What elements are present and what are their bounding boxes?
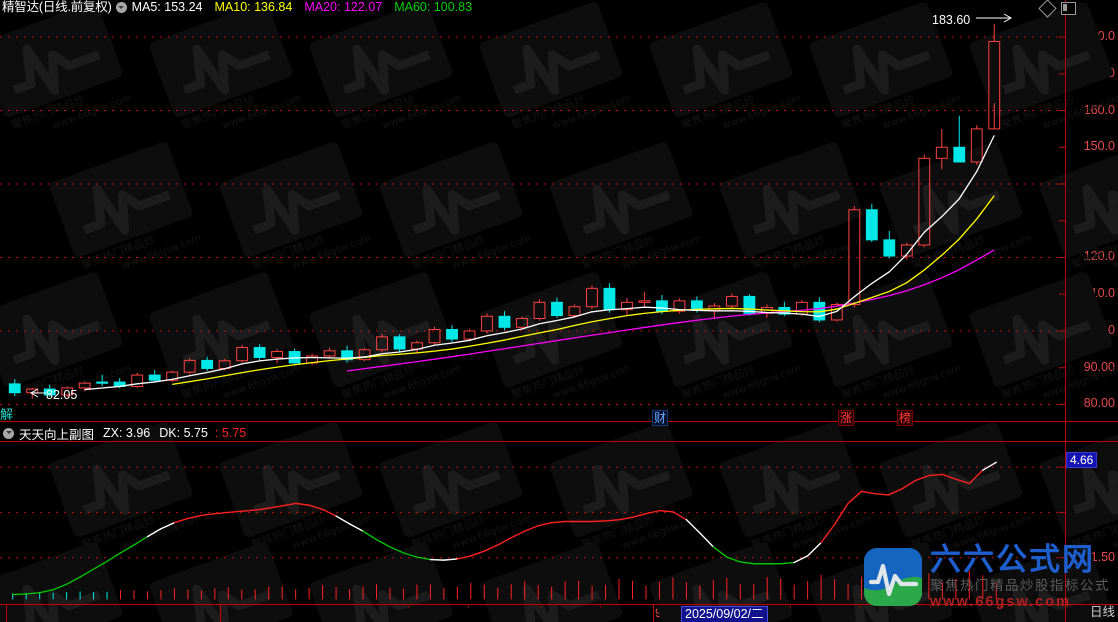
price-tick-label: 120.0 (1083, 249, 1115, 264)
header-icon-group (1038, 0, 1076, 18)
panel-toggle-icon[interactable] (1061, 2, 1076, 15)
ma20-readout: MA20: 122.07 (304, 0, 383, 14)
ma5-readout: MA5: 153.24 (131, 0, 203, 14)
pane-divider-top (0, 421, 1118, 422)
price-tick-label: 160.0 (1083, 102, 1115, 117)
price-chart-canvas[interactable] (0, 15, 1065, 421)
logo-url: www.66gsw.com (930, 594, 1071, 610)
date-minor-tick (790, 604, 791, 608)
date-minor-tick (408, 604, 409, 608)
subchart-zx-readout: ZX: 3.96 (103, 426, 151, 440)
date-minor-tick (468, 604, 469, 608)
logo-mark-icon (864, 547, 922, 606)
chevron-down-circle-icon[interactable] (3, 427, 14, 439)
logo-tagline: 聚焦热门精品炒股指标公式 (930, 578, 1110, 593)
chart-marker[interactable]: 榜 (897, 410, 914, 426)
date-tick-mark (653, 604, 654, 622)
high-price-callout: 183.60 (932, 13, 1016, 27)
ma60-readout: MA60: 100.83 (394, 0, 473, 14)
chart-marker[interactable]: 涨 (838, 410, 855, 426)
low-price-callout: 82.05 (29, 388, 77, 402)
price-tick-label: 90.00 (1083, 359, 1115, 374)
subchart-dk-readout: DK: 5.75 (159, 426, 208, 440)
date-minor-tick (860, 604, 861, 608)
chart-marker[interactable]: 财 (652, 410, 669, 426)
site-logo: 六六公式网 聚焦热门精品炒股指标公式 www.66gsw.com (864, 543, 1110, 610)
pane-divider-bottom (0, 441, 1118, 442)
price-tick-label: 100.0 (1083, 322, 1115, 337)
subchart-name: 天天向上副图 (19, 427, 95, 442)
price-tick-label: 170.0 (1083, 65, 1115, 80)
subchart-header: 天天向上副图 ZX: 3.96 DK: 5.75 : 5.75 (0, 425, 247, 442)
corner-glyph: 解 (0, 407, 14, 422)
date-minor-tick (600, 604, 601, 608)
arrow-right-icon (975, 13, 1012, 23)
logo-title: 六六公式网 (930, 542, 1095, 578)
date-tick-label: 8 (222, 606, 229, 620)
price-tick-label: 150.0 (1083, 139, 1115, 154)
svg-text:www.66gsw.com: www.66gsw.com (1111, 513, 1118, 552)
price-tick-label: 130.0 (1083, 212, 1115, 227)
price-tick-label: 110.0 (1084, 286, 1115, 301)
price-tick-label: 80.00 (1083, 396, 1115, 411)
y-axis-line (1065, 0, 1066, 622)
date-tick-mark (6, 604, 7, 622)
date-minor-tick (540, 604, 541, 608)
subchart-last-readout: : 5.75 (214, 426, 247, 440)
date-tick-label: 2025年 (8, 606, 49, 620)
date-tick-mark (220, 604, 221, 622)
indicator-value-chip: 4.66 (1066, 452, 1098, 468)
ma10-readout: MA10: 136.84 (214, 0, 293, 14)
stock-title: 精智达(日线.前复权) (2, 0, 112, 14)
arrow-left-icon (29, 388, 46, 398)
price-tick-label: 180.0 (1083, 29, 1115, 44)
selected-date-chip[interactable]: 2025/09/02/二 (681, 606, 768, 622)
date-tick-label: 9 (655, 606, 662, 620)
indicator-tick-label: 3.00 (1090, 504, 1115, 519)
price-tick-label: 140.0 (1083, 176, 1115, 190)
chevron-down-circle-icon[interactable] (115, 2, 127, 13)
